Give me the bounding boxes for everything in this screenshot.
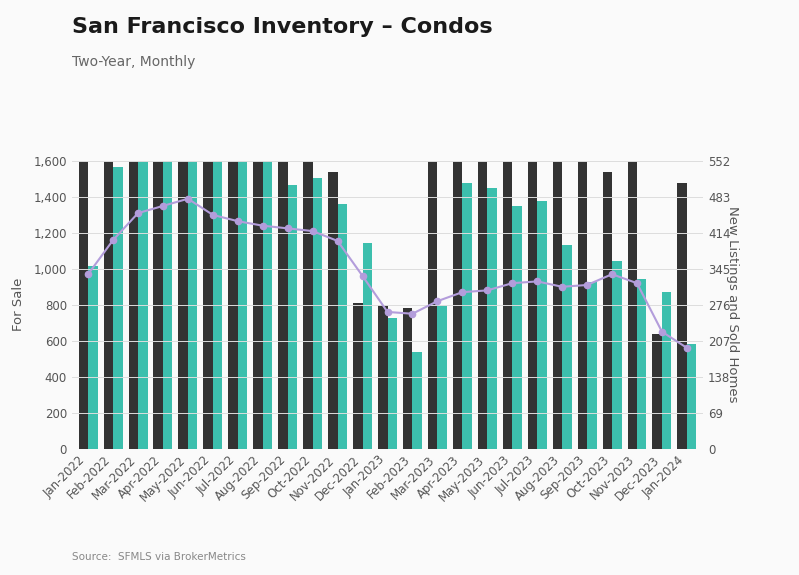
Bar <box>463 183 472 448</box>
For Sale <box>532 278 542 285</box>
Bar <box>562 246 571 448</box>
For Sale <box>507 279 517 286</box>
For Sale <box>283 225 292 232</box>
Bar <box>487 188 497 448</box>
Bar <box>612 261 622 448</box>
Bar <box>437 305 447 448</box>
For Sale <box>183 196 193 202</box>
Bar <box>527 74 537 449</box>
Bar <box>178 0 188 448</box>
Bar <box>378 305 388 448</box>
For Sale <box>258 222 268 229</box>
Bar <box>328 172 338 448</box>
Bar <box>503 71 512 448</box>
For Sale <box>233 218 243 225</box>
Y-axis label: For Sale: For Sale <box>12 278 26 331</box>
Bar <box>88 266 97 448</box>
Bar <box>303 0 312 448</box>
Bar <box>104 0 113 448</box>
Bar <box>253 16 263 448</box>
Y-axis label: New Listings and Sold Homes: New Listings and Sold Homes <box>725 206 739 403</box>
Bar <box>687 344 697 449</box>
Bar <box>353 302 363 448</box>
Bar <box>363 243 372 448</box>
For Sale <box>458 289 467 296</box>
For Sale <box>383 308 392 315</box>
Text: Source:  SFMLS via BrokerMetrics: Source: SFMLS via BrokerMetrics <box>72 553 246 562</box>
Bar <box>278 21 288 448</box>
Bar <box>153 0 163 448</box>
For Sale <box>607 271 617 278</box>
Bar <box>578 157 587 448</box>
Bar <box>263 94 272 448</box>
Bar <box>138 1 148 448</box>
Bar <box>312 178 322 449</box>
Bar <box>229 21 238 448</box>
Bar <box>388 319 397 448</box>
Bar <box>412 352 422 448</box>
For Sale <box>109 237 118 244</box>
For Sale <box>133 210 143 217</box>
For Sale <box>682 344 692 351</box>
Bar <box>512 206 522 448</box>
Bar <box>338 204 347 448</box>
Bar <box>602 172 612 448</box>
Bar <box>587 282 597 448</box>
Bar <box>238 79 248 448</box>
Bar <box>627 11 637 448</box>
Bar <box>288 186 297 448</box>
Bar <box>78 0 88 448</box>
Text: Two-Year, Monthly: Two-Year, Monthly <box>72 55 195 68</box>
Bar <box>163 0 173 448</box>
For Sale <box>432 298 442 305</box>
Bar <box>403 308 412 448</box>
Bar <box>428 79 437 448</box>
Bar <box>537 201 547 448</box>
For Sale <box>158 202 168 209</box>
For Sale <box>358 273 368 279</box>
For Sale <box>308 228 317 235</box>
Bar <box>478 105 487 448</box>
Text: San Francisco Inventory – Condos: San Francisco Inventory – Condos <box>72 17 492 37</box>
Bar <box>129 0 138 448</box>
For Sale <box>657 328 666 335</box>
Bar <box>204 37 213 448</box>
Bar <box>453 99 463 448</box>
For Sale <box>632 279 642 286</box>
For Sale <box>407 310 417 317</box>
For Sale <box>582 282 592 289</box>
Bar <box>637 279 646 448</box>
For Sale <box>483 287 492 294</box>
Bar <box>678 183 687 448</box>
For Sale <box>208 212 217 218</box>
Bar <box>553 131 562 448</box>
For Sale <box>558 283 567 290</box>
Bar <box>188 1 197 448</box>
Bar <box>113 167 122 448</box>
Bar <box>662 292 671 448</box>
Bar <box>213 24 222 448</box>
Line: For Sale: For Sale <box>85 196 690 351</box>
For Sale <box>83 271 93 278</box>
For Sale <box>333 237 343 244</box>
Bar <box>653 334 662 448</box>
